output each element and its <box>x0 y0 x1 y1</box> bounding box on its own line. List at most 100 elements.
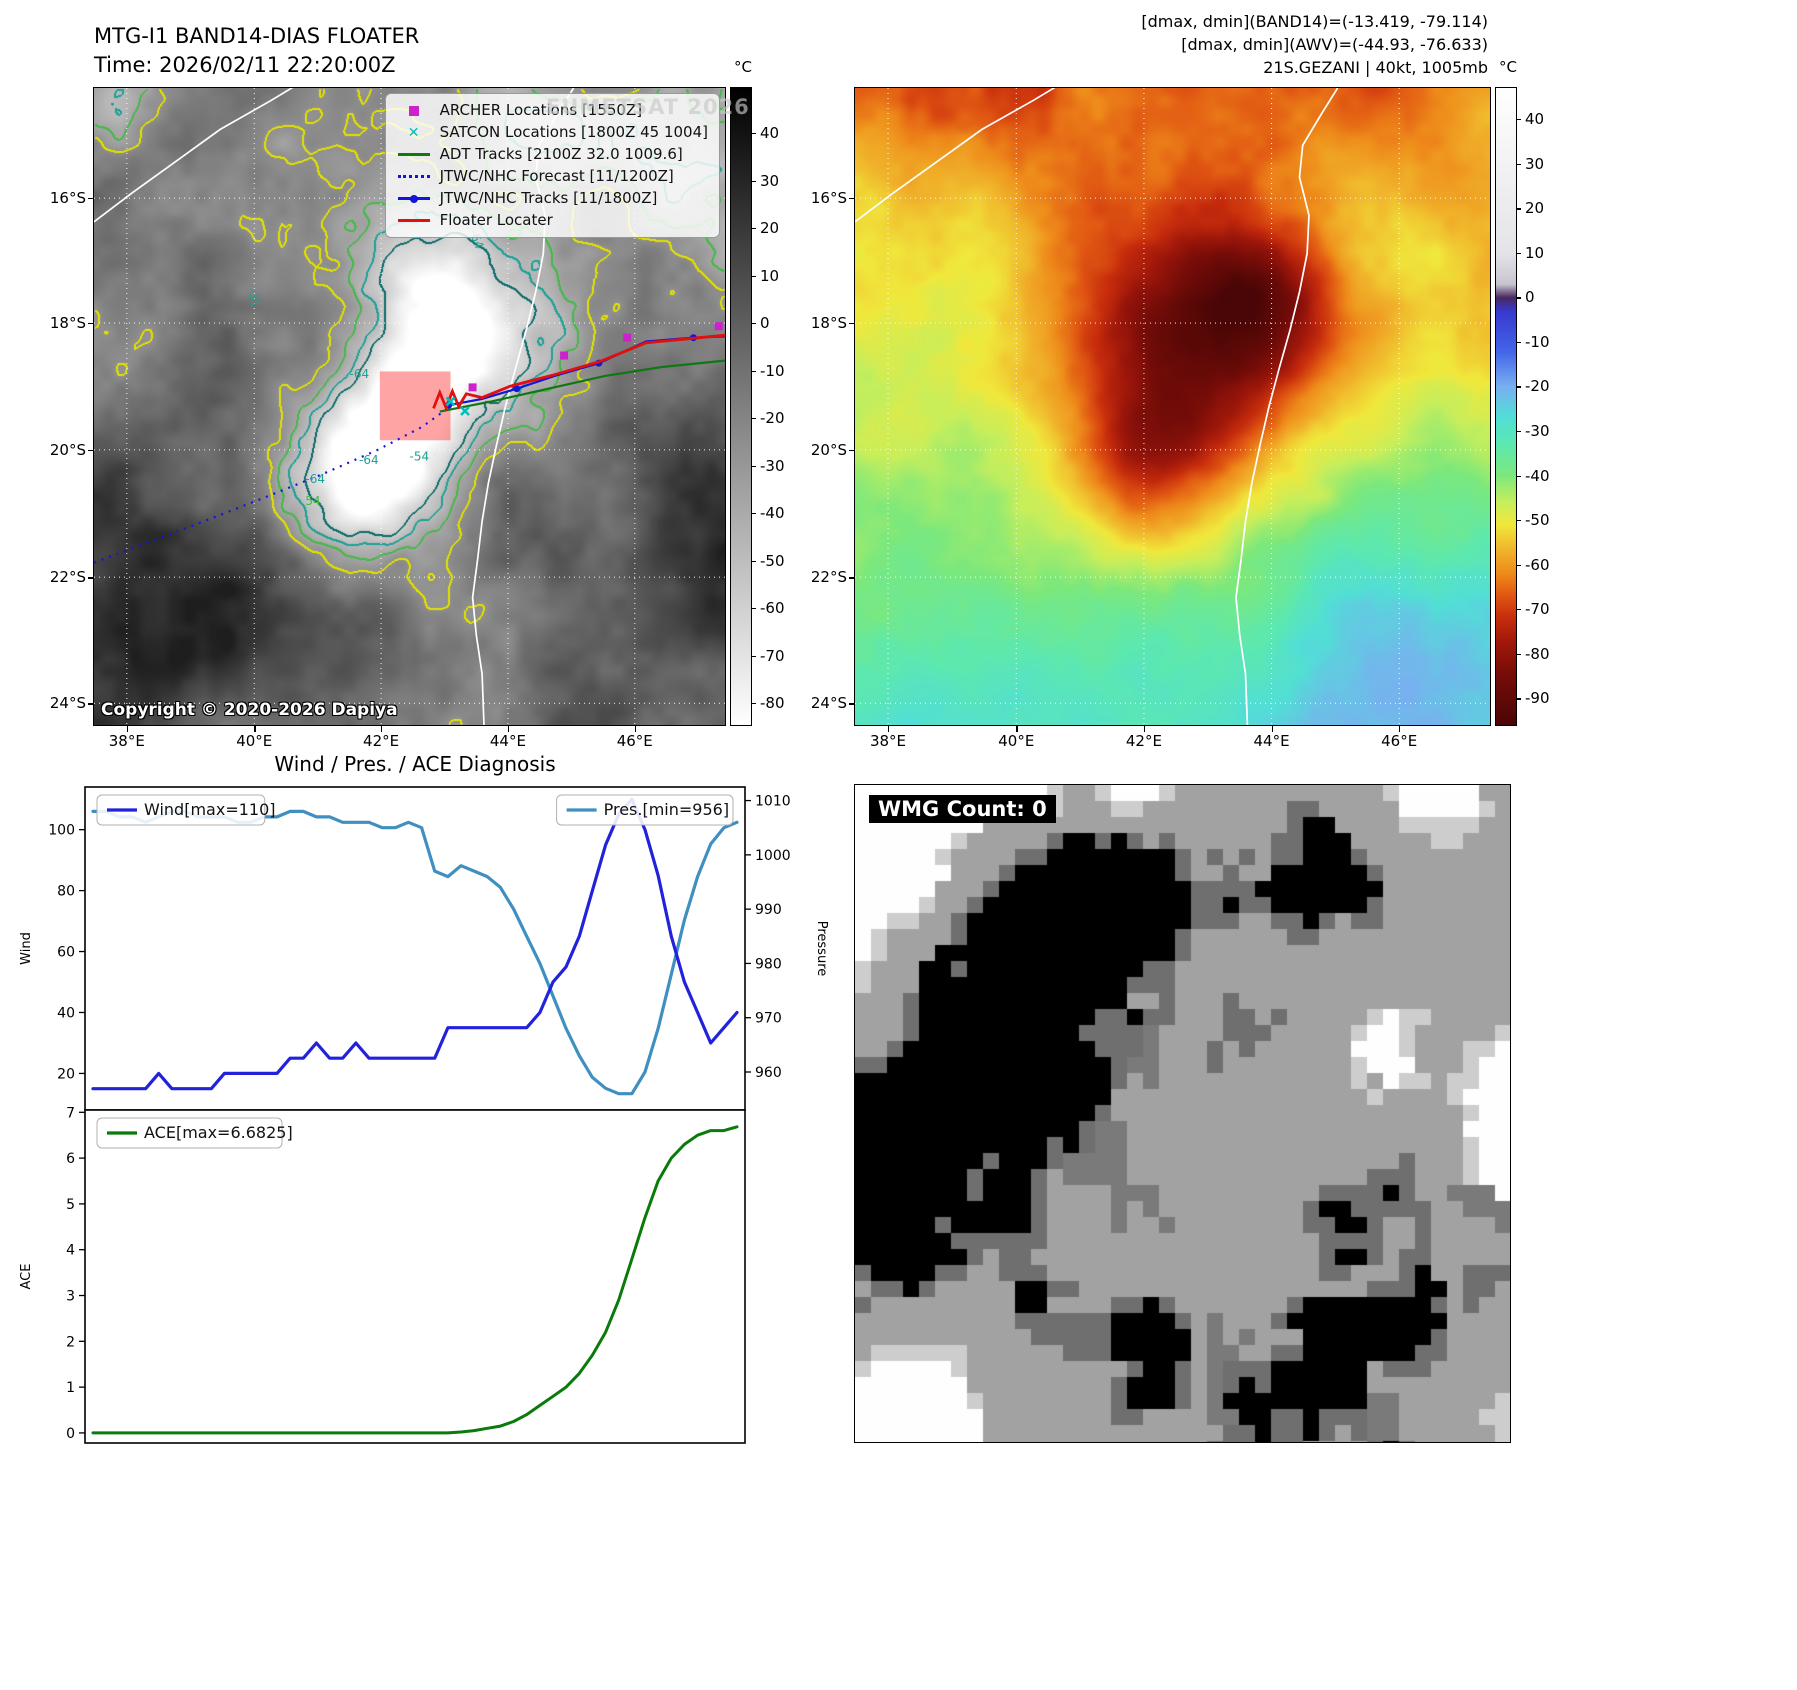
y-tick-label: 4 <box>66 1243 75 1259</box>
tick-mark <box>1516 252 1521 255</box>
lon-tick-label: 42°E <box>1125 732 1162 750</box>
tick-mark <box>634 726 637 732</box>
colorbar-tick-label: 0 <box>1525 288 1535 307</box>
y-tick-label: 20 <box>57 1066 75 1082</box>
y-tick-label: 5 <box>66 1197 75 1213</box>
lat-tick-label: 18°S <box>810 314 847 333</box>
lat-tick-label: 20°S <box>49 440 86 459</box>
colorbar-tick-label: -30 <box>1525 422 1550 440</box>
lon-tick-label: 46°E <box>616 732 653 750</box>
tick-mark <box>507 726 510 732</box>
legend-marker <box>397 170 431 184</box>
colorbar-tick-label: -60 <box>760 599 785 618</box>
wind-pressure-chart: 20 40 60 80 100 Wind 960 970 980 990 1000 1010 Press… <box>19 786 829 1111</box>
colorbar-tick-label: -10 <box>760 361 785 380</box>
tick-mark <box>888 726 890 732</box>
awv-satellite-image <box>855 88 1490 725</box>
y-tick-label: 2 <box>66 1334 75 1350</box>
legend-label: Floater Locater <box>439 211 553 229</box>
lat-tick-label: 16°S <box>810 189 847 208</box>
lon-tick-label: 44°E <box>1253 732 1290 750</box>
colorbar-tick-label: -90 <box>1525 689 1550 708</box>
tick-mark <box>381 726 383 732</box>
y2-tick-label: 980 <box>755 956 782 972</box>
tick-mark <box>849 703 855 705</box>
lon-tick-label: 38°E <box>869 732 907 750</box>
ir-title: MTG-I1 BAND14-DIAS FLOATER <box>94 24 420 48</box>
legend-item: Floater Locater <box>397 211 708 230</box>
colorbar-tick-label: -40 <box>1525 466 1550 485</box>
legend-marker <box>397 148 431 162</box>
tick-mark <box>1516 520 1521 522</box>
lon-tick-label: 44°E <box>489 732 526 750</box>
ace-line <box>91 1125 739 1435</box>
storm-id-intensity: 21S.GEZANI | 40kt, 1005mb <box>1263 58 1488 77</box>
lon-tick-label: 46°E <box>1381 732 1418 750</box>
legend-label: JTWC/NHC Tracks [11/1800Z] <box>439 189 658 207</box>
tick-mark <box>1271 726 1273 732</box>
tick-mark <box>88 703 94 705</box>
tick-mark <box>1516 208 1521 210</box>
lat-tick-label: 22°S <box>49 568 86 587</box>
wmg-count-label: WMG Count: 0 <box>869 795 1056 823</box>
copyright-text: Copyright © 2020-2026 Dapiya <box>101 700 398 720</box>
dmax-dmin-awv: [dmax, dmin](AWV)=(-44.93, -76.633) <box>1181 35 1488 54</box>
tick-mark <box>849 323 855 325</box>
lon-tick-label: 40°E <box>998 732 1035 750</box>
lat-tick-label: 22°S <box>810 568 847 587</box>
legend-item: JTWC/NHC Forecast [11/1200Z] <box>397 167 708 186</box>
awv-header: [dmax, dmin](BAND14)=(-13.419, -79.114) … <box>900 10 1488 79</box>
y-tick-label: 1 <box>66 1380 75 1396</box>
colorbar-tick-label: -70 <box>760 646 785 665</box>
tick-mark <box>126 726 129 732</box>
wmg-mask-image <box>855 785 1510 1442</box>
lon-tick-label: 42°E <box>363 732 400 750</box>
legend-item: ADT Tracks [2100Z 32.0 1009.6] <box>397 145 708 164</box>
lat-tick-label: 18°S <box>49 314 86 333</box>
colorbar-tick-label: 0 <box>760 314 770 333</box>
y-tick-label: 80 <box>57 884 75 900</box>
legend-label: SATCON Locations [1800Z 45 1004] <box>439 123 708 141</box>
lat-tick-label: 24°S <box>810 694 847 713</box>
tick-mark <box>1516 119 1521 121</box>
tick-mark <box>1516 431 1521 433</box>
chart-legend-box <box>556 794 734 826</box>
awv-colorbar <box>1495 87 1517 726</box>
tick-mark <box>88 323 94 325</box>
wmg-panel: WMG Count: 0 <box>854 784 1511 1443</box>
y2-tick-label: 1010 <box>755 794 791 810</box>
ir-colorbar-unit: °C <box>734 58 752 76</box>
y-tick-label: 7 <box>66 1105 75 1121</box>
colorbar-tick-label: 30 <box>760 171 780 190</box>
colorbar-tick-label: -30 <box>760 456 785 475</box>
y2-tick-label: 1000 <box>755 848 791 864</box>
tick-mark <box>751 180 756 182</box>
tick-mark <box>1516 386 1521 388</box>
tick-mark <box>1516 297 1521 299</box>
tick-mark <box>88 198 94 200</box>
tick-mark <box>849 449 855 452</box>
tick-mark <box>1516 698 1521 700</box>
y-tick-label: 40 <box>57 1005 75 1021</box>
chart-legend-label: Pres.[min=956] <box>604 800 729 819</box>
tick-mark <box>1016 726 1018 732</box>
colorbar-tick-label: -70 <box>1525 600 1550 619</box>
dmax-dmin-band14: [dmax, dmin](BAND14)=(-13.419, -79.114) <box>1141 12 1488 31</box>
y-tick-label: 0 <box>66 1426 75 1442</box>
y-tick-label: 3 <box>66 1289 75 1305</box>
tick-mark <box>751 323 756 325</box>
tick-mark <box>849 577 855 579</box>
tick-mark <box>254 726 256 732</box>
tick-mark <box>849 198 855 200</box>
chart-legend-box <box>96 794 266 826</box>
tick-mark <box>751 418 756 420</box>
tick-mark <box>751 465 756 467</box>
legend-item: ✕ SATCON Locations [1800Z 45 1004] <box>397 123 708 142</box>
lat-tick-label: 20°S <box>810 440 847 459</box>
tick-mark <box>751 133 756 135</box>
tick-mark <box>1143 726 1146 732</box>
tick-mark <box>751 275 756 277</box>
legend-label: JTWC/NHC Forecast [11/1200Z] <box>439 167 674 185</box>
